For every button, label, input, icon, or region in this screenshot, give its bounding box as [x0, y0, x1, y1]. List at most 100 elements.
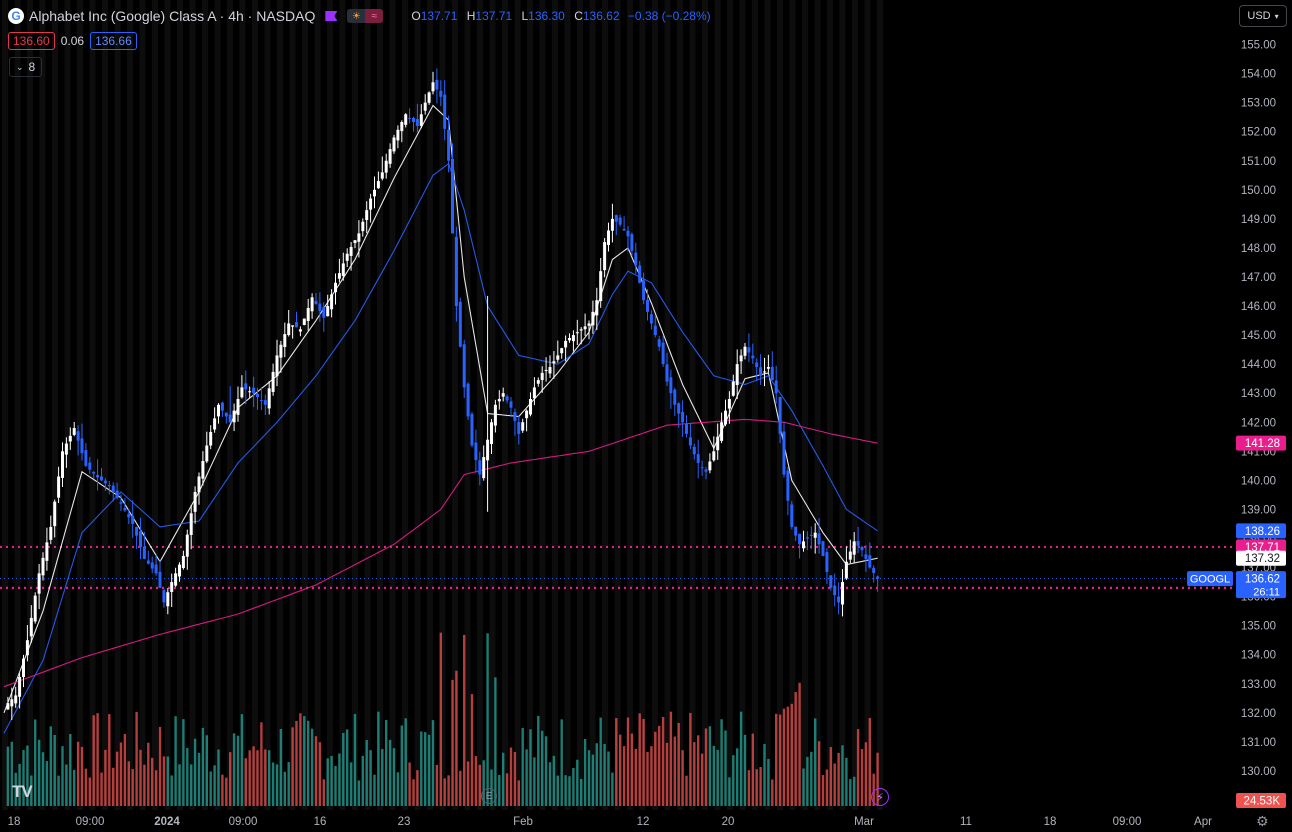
lightning-icon[interactable]: ⚡ — [871, 788, 889, 806]
candle-body — [774, 380, 778, 394]
volume-bar — [439, 632, 442, 806]
volume-bar — [365, 739, 368, 806]
session-stripe — [377, 0, 383, 810]
wave-icon: ≈ — [365, 9, 384, 23]
symbol-header[interactable]: G Alphabet Inc (Google) Class A · 4h · N… — [8, 6, 711, 26]
tradingview-logo-icon[interactable]: TV — [12, 782, 33, 801]
ma-200-tag-text: 141.28 — [1245, 438, 1280, 450]
time-axis[interactable]: 18 09:00 2024 09:00 16 23 Feb 12 20 Mar 11 18 09:00 A… — [8, 816, 1213, 828]
candle-body — [751, 355, 755, 359]
session-stripe — [52, 0, 58, 810]
volume-bar — [41, 752, 45, 806]
volume-bar — [431, 720, 435, 806]
earnings-icon[interactable]: E — [481, 788, 497, 804]
candle-body — [646, 299, 649, 312]
candle-body — [353, 240, 357, 244]
volume-bar — [385, 719, 388, 806]
candle-body — [220, 402, 224, 411]
flag-icon[interactable] — [325, 11, 338, 21]
indicators-toggle[interactable]: ⌄ 8 — [9, 57, 43, 77]
volume-bar — [638, 713, 641, 806]
candle-body — [209, 431, 213, 446]
volume-bar — [728, 777, 731, 806]
volume-bar — [217, 749, 220, 806]
change-value: −0.38 (−0.28%) — [627, 9, 711, 23]
volume-bar — [599, 717, 602, 806]
volume-bar — [806, 756, 809, 806]
volume-bar — [720, 719, 723, 806]
session-pill[interactable]: ☀ ≈ — [347, 9, 384, 23]
volume-bar — [240, 714, 244, 806]
high-value: 137.71 — [475, 9, 513, 23]
volume-bar — [794, 692, 797, 806]
candle-body — [25, 640, 29, 656]
session-stripe — [414, 0, 421, 810]
gear-icon[interactable]: ⚙ — [1256, 813, 1269, 829]
candle-body — [96, 474, 100, 478]
candle-body — [844, 561, 848, 579]
volume-bar — [626, 717, 630, 806]
price-tick-label: 149.00 — [1241, 214, 1276, 226]
volume-bar — [782, 708, 786, 806]
volume-bar — [14, 772, 17, 806]
sell-button[interactable]: 136.60 — [8, 32, 55, 50]
candle-body — [64, 443, 68, 455]
volume-bar — [37, 739, 41, 806]
time-tick-label: 20 — [722, 816, 735, 828]
candle-body — [127, 513, 131, 518]
horizontal-levels[interactable] — [0, 545, 1233, 589]
candle-body — [579, 329, 583, 331]
volume-bar — [642, 718, 645, 806]
candle-body — [720, 422, 724, 441]
session-stripe — [714, 0, 721, 810]
candle-body — [614, 215, 618, 222]
candle-body — [263, 400, 267, 405]
candle-body — [716, 436, 720, 451]
candle-body — [291, 325, 295, 327]
candle-body — [521, 422, 525, 431]
volume-bar — [763, 744, 766, 806]
volume-bar — [119, 742, 123, 806]
volume-bar — [193, 738, 197, 806]
candle-body — [786, 470, 790, 501]
volume-bar — [455, 670, 458, 806]
candle-body — [669, 377, 673, 394]
time-tick-label: 2024 — [154, 816, 180, 828]
candle-body — [271, 371, 275, 392]
high-label: H — [466, 9, 476, 23]
candle-body — [493, 404, 497, 426]
price-tick-label: 154.00 — [1241, 69, 1276, 81]
session-stripe — [827, 0, 833, 810]
symbol-title[interactable]: Alphabet Inc (Google) Class A · 4h · NAS… — [29, 8, 316, 24]
candle-body — [743, 346, 747, 356]
ma-20-line — [3, 162, 878, 734]
candle-body — [665, 364, 669, 382]
time-tick-label: Mar — [854, 816, 874, 828]
candle-body — [166, 592, 170, 607]
price-axis[interactable]: 155.00 154.00 153.00 152.00 151.00 150.00 149.… — [1241, 40, 1276, 778]
candle-body — [178, 564, 181, 577]
candle-body — [860, 546, 864, 551]
buy-button[interactable]: 136.66 — [90, 32, 137, 50]
volume-bar — [712, 745, 715, 806]
candle-body — [326, 306, 330, 317]
currency-select[interactable]: USD ▾ — [1239, 5, 1287, 27]
candle-body — [809, 534, 813, 536]
candle-body — [92, 471, 96, 474]
bid-ask-panel[interactable]: 136.60 0.06 136.66 — [8, 31, 137, 51]
volume-bar — [381, 749, 384, 806]
candle-body — [790, 504, 794, 527]
candle-body — [630, 234, 634, 251]
volume-bar — [825, 769, 829, 806]
volume-bar — [517, 780, 520, 806]
volume-bar — [420, 731, 423, 806]
session-stripe — [789, 0, 796, 810]
candle-body — [41, 557, 45, 576]
currency-value: USD — [1247, 10, 1271, 22]
volume-bar — [505, 773, 509, 806]
volume-bar — [53, 734, 56, 806]
time-tick-label: 09:00 — [229, 816, 258, 828]
volume-bar — [747, 770, 751, 806]
session-stripe — [764, 0, 771, 810]
